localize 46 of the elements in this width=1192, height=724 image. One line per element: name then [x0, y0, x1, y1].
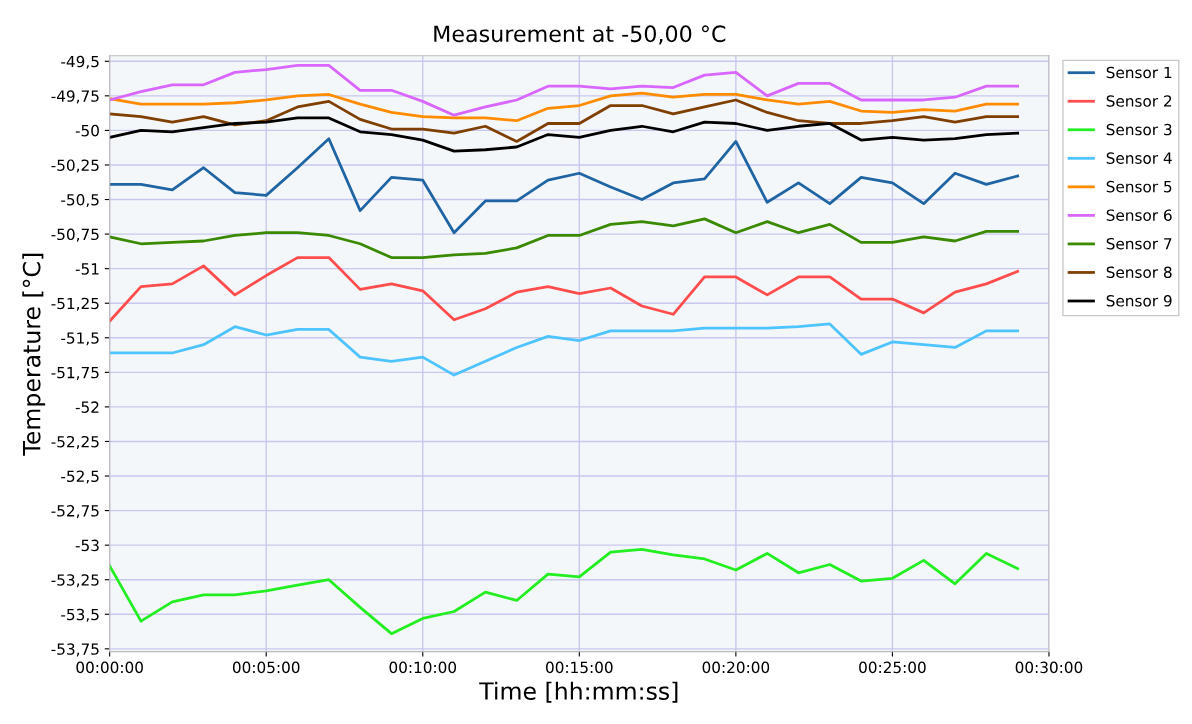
chart-title: Measurement at -50,00 °C	[434, 25, 726, 45]
legend-label: Sensor 5	[1106, 180, 1172, 193]
y-tick-label: -50,75	[51, 228, 99, 242]
line-series	[109, 137, 1020, 235]
y-tick-label: -51,5	[61, 332, 99, 346]
legend-label: Sensor 4	[1106, 152, 1172, 164]
y-tick-label: -51,75	[51, 367, 99, 380]
y-tick-label: -50	[75, 124, 99, 137]
x-tick-label: 00:00:00	[76, 661, 143, 674]
y-tick-label: -49,5	[61, 55, 99, 69]
line-series	[109, 322, 1020, 377]
legend-label: Sensor 1	[1106, 66, 1172, 79]
x-tick-label: 00:10:00	[389, 661, 457, 674]
line-series	[109, 91, 1020, 123]
x-tick-label: 00:15:00	[546, 661, 613, 674]
y-tick-label: -53	[75, 539, 99, 552]
y-tick-label: -52,75	[51, 505, 99, 519]
x-axis-title: Time [hh:mm:ss]	[479, 681, 678, 703]
y-axis-title: Temperature [°C]	[22, 253, 46, 456]
y-tick-label: -49,75	[51, 90, 99, 104]
line-series	[109, 116, 1020, 153]
legend-label: Sensor 8	[1106, 266, 1172, 279]
y-tick-label: -51	[75, 263, 99, 275]
line-series	[109, 217, 1020, 259]
y-tick-label: -52,25	[51, 435, 99, 450]
y-tick-label: -53,25	[51, 574, 99, 588]
x-tick-label: 00:25:00	[859, 661, 926, 674]
x-tick-label: 00:05:00	[232, 661, 300, 674]
y-tick-label: -51,25	[51, 297, 99, 311]
legend-label: Sensor 2	[1106, 95, 1172, 107]
legend-label: Sensor 7	[1106, 237, 1172, 250]
line-series	[109, 547, 1020, 636]
y-tick-label: -52	[75, 401, 99, 413]
y-tick-label: -52,5	[61, 470, 99, 484]
x-tick-label: 00:20:00	[702, 661, 770, 674]
x-tick-label: 00:30:00	[1015, 661, 1083, 674]
line-series	[109, 256, 1020, 323]
y-tick-label: -53,5	[61, 608, 99, 622]
line-series	[109, 64, 1020, 117]
legend-label: Sensor 9	[1106, 295, 1172, 307]
legend-label: Sensor 6	[1106, 209, 1172, 221]
y-tick-label: -50,5	[61, 193, 99, 208]
y-tick-label: -53,75	[51, 643, 99, 657]
legend-label: Sensor 3	[1106, 123, 1172, 136]
y-tick-label: -50,25	[51, 159, 99, 173]
line-series	[109, 98, 1020, 143]
